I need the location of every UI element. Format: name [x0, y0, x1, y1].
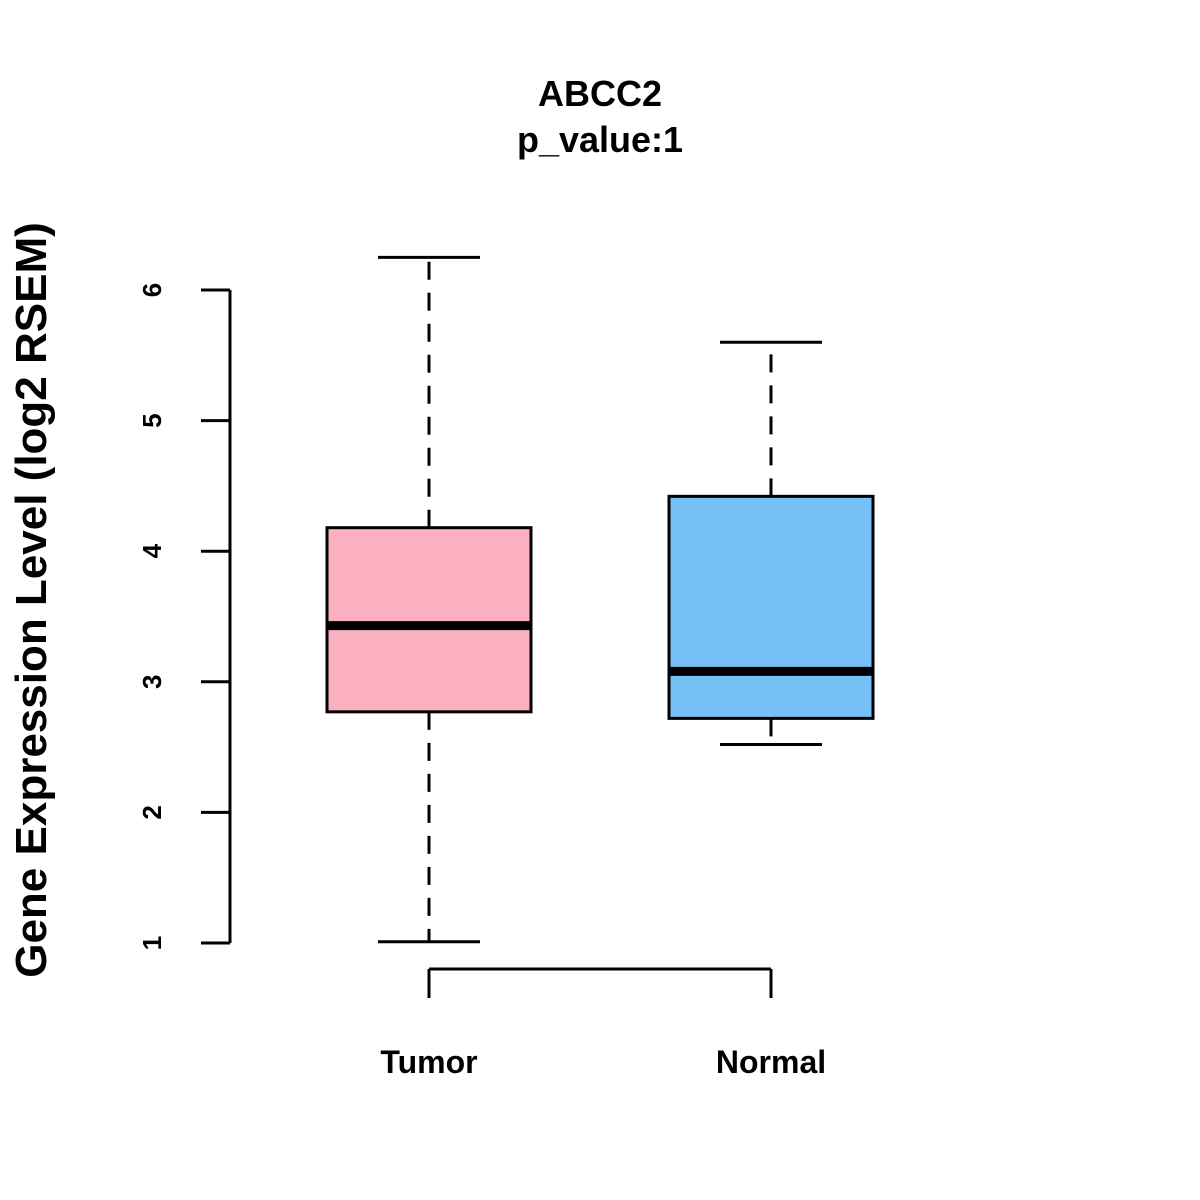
x-axis: Tumor Normal — [380, 967, 826, 1080]
y-axis: 1 2 3 4 5 6 — [137, 283, 232, 950]
y-tick-label-2: 2 — [137, 805, 167, 819]
boxes — [325, 255, 875, 944]
chart-title: ABCC2 — [538, 73, 662, 114]
y-tick-label-5: 5 — [137, 413, 167, 427]
y-tick-label-1: 1 — [137, 936, 167, 950]
y-axis-label: Gene Expression Level (log2 RSEM) — [7, 222, 56, 978]
y-tick-label-4: 4 — [137, 543, 167, 558]
y-tick-label-3: 3 — [137, 675, 167, 689]
y-tick-label-6: 6 — [137, 283, 167, 297]
iqr-box-tumor — [325, 526, 533, 714]
box-normal — [667, 340, 875, 746]
iqr-box-normal — [667, 494, 875, 720]
chart-subtitle: p_value:1 — [517, 119, 683, 160]
x-tick-label-tumor: Tumor — [380, 1044, 477, 1080]
box-tumor — [325, 255, 533, 944]
x-tick-label-normal: Normal — [716, 1044, 826, 1080]
